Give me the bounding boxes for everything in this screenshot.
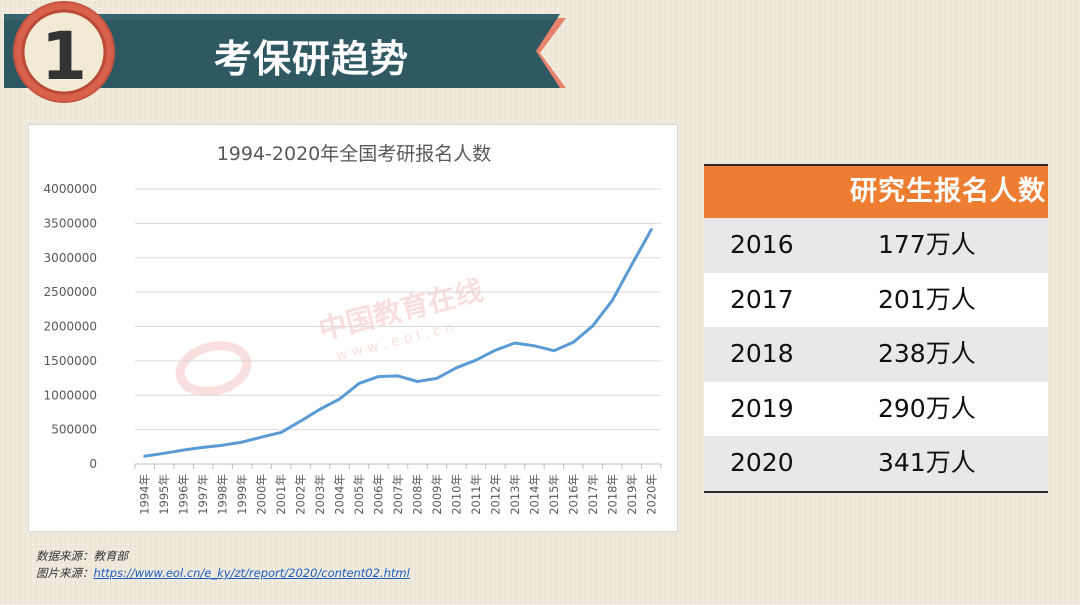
- x-tick-label: 2006年: [372, 474, 386, 515]
- table-cell-year: 2019: [730, 393, 794, 423]
- table-row: 2017 201万人: [704, 272, 1048, 327]
- x-tick-label: 2011年: [469, 474, 483, 515]
- table-row: 2018 238万人: [704, 327, 1048, 382]
- x-tick-label: 1994年: [138, 474, 152, 515]
- y-tick-label: 4000000: [44, 182, 97, 196]
- x-tick-label: 1996年: [177, 474, 191, 515]
- banner-graphic: [4, 1, 566, 103]
- x-tick-label: 2013年: [508, 474, 522, 515]
- table-row: 2020 341万人: [704, 436, 1048, 493]
- table-cell-year: 2016: [730, 230, 794, 259]
- table-cell-year: 2020: [730, 448, 794, 477]
- table-header: 研究生报名人数: [704, 164, 1048, 218]
- x-tick-label: 1998年: [216, 474, 230, 515]
- y-tick-label: 3000000: [44, 251, 97, 265]
- chart-panel: 1994-2020年全国考研报名人数 中国教育在线 w w w . e o l .…: [28, 124, 678, 532]
- table-cell-year: 2018: [730, 339, 794, 368]
- table-cell-value: 238万人: [878, 339, 976, 368]
- table-header-label: 研究生报名人数: [850, 176, 1046, 207]
- y-tick-label: 1000000: [44, 388, 97, 402]
- x-tick-label: 2016年: [566, 474, 580, 515]
- x-tick-label: 1999年: [235, 474, 249, 515]
- data-source-note: 数据来源：教育部: [36, 548, 128, 564]
- x-tick-label: 2010年: [449, 474, 463, 515]
- x-tick-label: 2001年: [274, 474, 288, 515]
- table-cell-value: 290万人: [878, 393, 976, 423]
- y-tick-label: 2500000: [44, 285, 97, 299]
- y-tick-label: 1500000: [44, 354, 97, 368]
- x-tick-label: 2007年: [391, 474, 405, 515]
- x-tick-label: 2002年: [294, 474, 308, 515]
- table-cell-value: 177万人: [878, 230, 976, 259]
- y-tick-label: 0: [89, 457, 97, 471]
- chart-title: 1994-2020年全国考研报名人数: [216, 143, 492, 165]
- table-row: 2019 290万人: [704, 381, 1048, 436]
- page-title: 考保研趋势: [214, 37, 410, 81]
- y-tick-label: 2000000: [44, 320, 97, 334]
- x-tick-label: 2019年: [625, 474, 639, 515]
- x-tick-label: 2015年: [547, 474, 561, 515]
- x-tick-label: 2018年: [605, 474, 619, 515]
- x-tick-label: 2004年: [333, 474, 347, 515]
- data-source-label: 数据来源：教育部: [36, 549, 128, 563]
- series-line: [143, 228, 653, 458]
- table-cell-year: 2017: [730, 284, 794, 314]
- title-banner: 1 考保研趋势: [0, 0, 580, 110]
- x-tick-label: 2008年: [410, 474, 424, 515]
- table-cell-value: 341万人: [878, 448, 976, 477]
- x-tick-label: 1997年: [196, 474, 210, 515]
- x-tick-label: 2000年: [255, 474, 269, 515]
- y-tick-label: 500000: [51, 423, 97, 437]
- image-source-note: 图片来源：https://www.eol.cn/e_ky/zt/report/2…: [36, 565, 410, 581]
- x-tick-label: 2005年: [352, 474, 366, 515]
- enrollment-table: 研究生报名人数 2016 177万人 2017 201万人 2018 238万人…: [704, 164, 1048, 493]
- x-tick-label: 1995年: [157, 474, 171, 515]
- x-tick-label: 2003年: [313, 474, 327, 515]
- image-source-link[interactable]: https://www.eol.cn/e_ky/zt/report/2020/c…: [93, 566, 410, 580]
- section-number: 1: [41, 17, 87, 95]
- x-tick-label: 2012年: [488, 474, 502, 515]
- x-tick-label: 2020年: [644, 474, 658, 515]
- x-tick-label: 2014年: [527, 474, 541, 515]
- x-tick-label: 2017年: [586, 474, 600, 515]
- table-cell-value: 201万人: [878, 284, 976, 314]
- table-row: 2016 177万人: [704, 218, 1048, 273]
- y-tick-label: 3500000: [44, 216, 97, 230]
- image-source-label: 图片来源：: [36, 566, 94, 580]
- x-tick-label: 2009年: [430, 474, 444, 515]
